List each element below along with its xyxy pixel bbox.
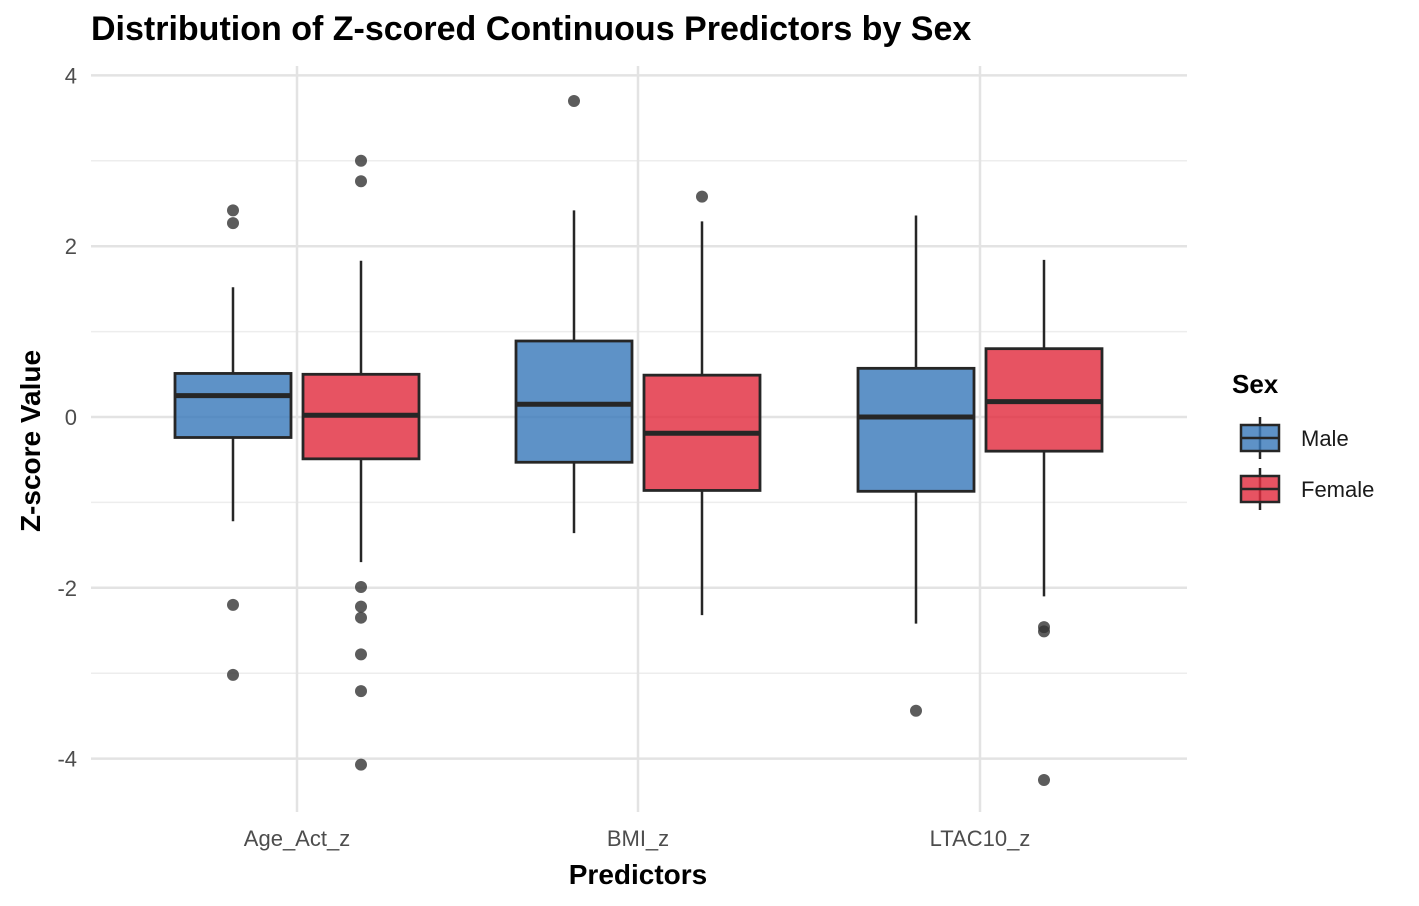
y-tick-label: 2 <box>65 234 77 259</box>
outlier-point <box>568 95 580 108</box>
outlier-point <box>227 668 239 681</box>
y-tick-label: -4 <box>57 747 77 772</box>
outlier-point <box>355 580 367 593</box>
outlier-point <box>227 217 239 230</box>
outlier-point <box>355 600 367 613</box>
legend-item-male: Male <box>1239 417 1349 459</box>
x-axis-ticks: Age_Act_z BMI_z LTAC10_z <box>244 826 1031 851</box>
box-male-bmi-z <box>514 95 634 534</box>
legend-label: Female <box>1301 477 1374 502</box>
box-series <box>173 95 1104 786</box>
legend: Sex Male Female <box>1232 369 1374 510</box>
y-tick-label: 4 <box>65 63 77 88</box>
y-tick-label: 0 <box>65 405 77 430</box>
legend-title: Sex <box>1232 369 1279 399</box>
y-tick-label: -2 <box>57 576 77 601</box>
box-female-bmi-z <box>642 190 762 616</box>
box-body <box>856 366 976 493</box>
chart-title: Distribution of Z-scored Continuous Pred… <box>91 10 972 48</box>
legend-item-female: Female <box>1239 468 1374 510</box>
outlier-point <box>696 190 708 203</box>
x-tick-label: BMI_z <box>607 826 669 851</box>
outlier-point <box>1038 773 1050 786</box>
outlier-point <box>355 611 367 624</box>
x-axis-title: Predictors <box>569 859 708 890</box>
outlier-point <box>355 758 367 771</box>
box-male-age-act-z <box>173 204 293 681</box>
box-female-ltac10-z <box>984 259 1104 786</box>
legend-label: Male <box>1301 426 1349 451</box>
outlier-point <box>355 685 367 698</box>
y-axis-ticks: -4 -2 0 2 4 <box>57 63 77 771</box>
outlier-point <box>227 598 239 611</box>
x-tick-label: LTAC10_z <box>930 826 1031 851</box>
outlier-point <box>355 648 367 661</box>
outlier-point <box>227 204 239 217</box>
y-axis-title: Z-score Value <box>15 350 46 532</box>
box-body <box>173 372 293 439</box>
box-body <box>514 339 634 464</box>
box-male-ltac10-z <box>856 215 976 717</box>
outlier-point <box>1038 625 1050 638</box>
x-tick-label: Age_Act_z <box>244 826 350 851</box>
box-female-age-act-z <box>301 154 421 771</box>
outlier-point <box>355 154 367 167</box>
outlier-point <box>355 175 367 188</box>
outlier-point <box>910 704 922 717</box>
